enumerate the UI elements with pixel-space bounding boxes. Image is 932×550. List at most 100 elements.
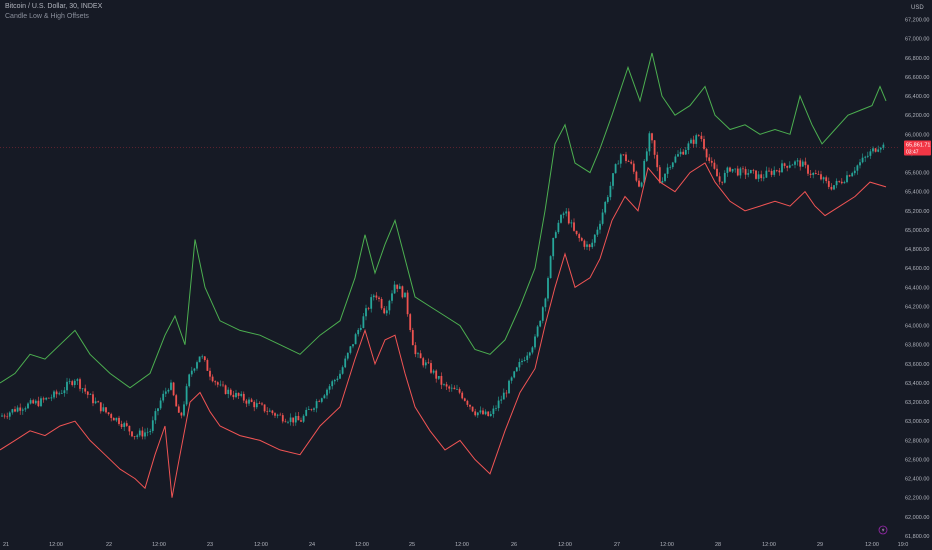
candle — [385, 306, 388, 316]
candle — [411, 327, 414, 346]
candle — [177, 404, 180, 413]
time-tick-label: 12:00 — [762, 542, 776, 548]
candle — [510, 376, 513, 384]
candle — [869, 148, 872, 159]
price-tick-label: 63,200.00 — [905, 400, 929, 406]
candle — [346, 352, 349, 361]
candle — [755, 170, 757, 180]
candle — [55, 389, 58, 398]
candle — [463, 397, 466, 402]
candle — [713, 159, 716, 170]
candle — [154, 408, 157, 424]
price-tick-label: 64,000.00 — [905, 324, 929, 330]
symbol-title[interactable]: Bitcoin / U.S. Dollar, 30, INDEX — [5, 3, 103, 10]
candle — [294, 412, 297, 426]
candle — [554, 230, 557, 239]
candle — [588, 243, 591, 251]
candle — [206, 358, 209, 371]
candle — [833, 185, 835, 191]
candle — [783, 162, 786, 169]
candle — [734, 168, 737, 173]
candle — [105, 407, 107, 414]
price-tick-label: 64,200.00 — [905, 304, 929, 310]
last-price-value: 65,861.71 — [906, 143, 930, 149]
event-marker-icon[interactable] — [878, 525, 888, 535]
candle — [391, 290, 393, 304]
price-tick-label: 66,400.00 — [905, 94, 929, 100]
candle — [248, 397, 250, 406]
time-tick-label: 24 — [309, 542, 315, 548]
candle — [781, 159, 783, 173]
candle — [97, 400, 100, 403]
candle — [203, 355, 206, 362]
candle — [180, 411, 183, 419]
candle — [365, 304, 367, 321]
candle — [775, 169, 778, 173]
candle — [747, 169, 750, 178]
candle — [21, 407, 24, 415]
candle — [362, 312, 365, 329]
price-tick-label: 66,000.00 — [905, 132, 929, 138]
candle — [565, 208, 568, 217]
candle — [807, 164, 809, 176]
candle — [333, 378, 336, 385]
candle — [34, 399, 37, 405]
candle — [279, 412, 282, 416]
candle — [318, 399, 321, 403]
candle — [528, 351, 531, 359]
price-tick-label: 66,200.00 — [905, 113, 929, 119]
candle — [440, 372, 443, 390]
candle — [669, 165, 672, 170]
candle — [6, 412, 9, 420]
price-tick-label: 62,200.00 — [905, 496, 929, 502]
candle — [757, 171, 760, 182]
time-axis[interactable]: 21 12:00 22 12:00 23 12:00 24 12:00 25 12:00 26 12:… — [3, 542, 908, 548]
candle — [183, 401, 185, 417]
indicator-label[interactable]: Candle Low & High Offsets — [5, 13, 89, 20]
candle — [29, 398, 32, 405]
candle — [552, 237, 555, 260]
time-tick-label: 19:0 — [898, 542, 909, 548]
candle — [874, 147, 877, 153]
candle — [882, 142, 885, 150]
candle — [541, 306, 544, 324]
candle — [864, 155, 867, 162]
candle — [151, 416, 154, 434]
candle — [307, 406, 310, 411]
candle — [424, 359, 427, 369]
candle — [788, 161, 791, 169]
candle — [266, 407, 269, 416]
candle — [684, 147, 687, 155]
candle — [79, 377, 81, 392]
candle — [856, 164, 859, 175]
candle — [292, 417, 295, 427]
candle — [866, 151, 869, 159]
candle — [578, 232, 581, 242]
candle — [443, 383, 445, 387]
price-axis[interactable]: USD 67,200.00 67,000.00 66,800.00 66,600.00 6… — [0, 5, 929, 540]
price-tick-label: 65,200.00 — [905, 209, 929, 215]
candle — [848, 174, 851, 177]
candle — [544, 297, 547, 312]
price-tick-label: 63,400.00 — [905, 381, 929, 387]
candle — [682, 149, 685, 156]
candle — [354, 332, 357, 345]
candle — [281, 413, 284, 424]
candle — [718, 172, 721, 185]
candle — [580, 236, 583, 242]
candle — [123, 421, 126, 432]
candle — [315, 398, 318, 413]
candle — [567, 208, 570, 225]
candle — [638, 177, 640, 188]
candle — [557, 220, 560, 234]
candle — [261, 401, 263, 406]
candle — [705, 147, 708, 162]
candle — [658, 164, 661, 184]
candle — [606, 195, 609, 204]
price-tick-label: 62,000.00 — [905, 515, 929, 521]
candle — [224, 384, 227, 395]
candle — [110, 412, 113, 422]
candle — [99, 402, 102, 414]
